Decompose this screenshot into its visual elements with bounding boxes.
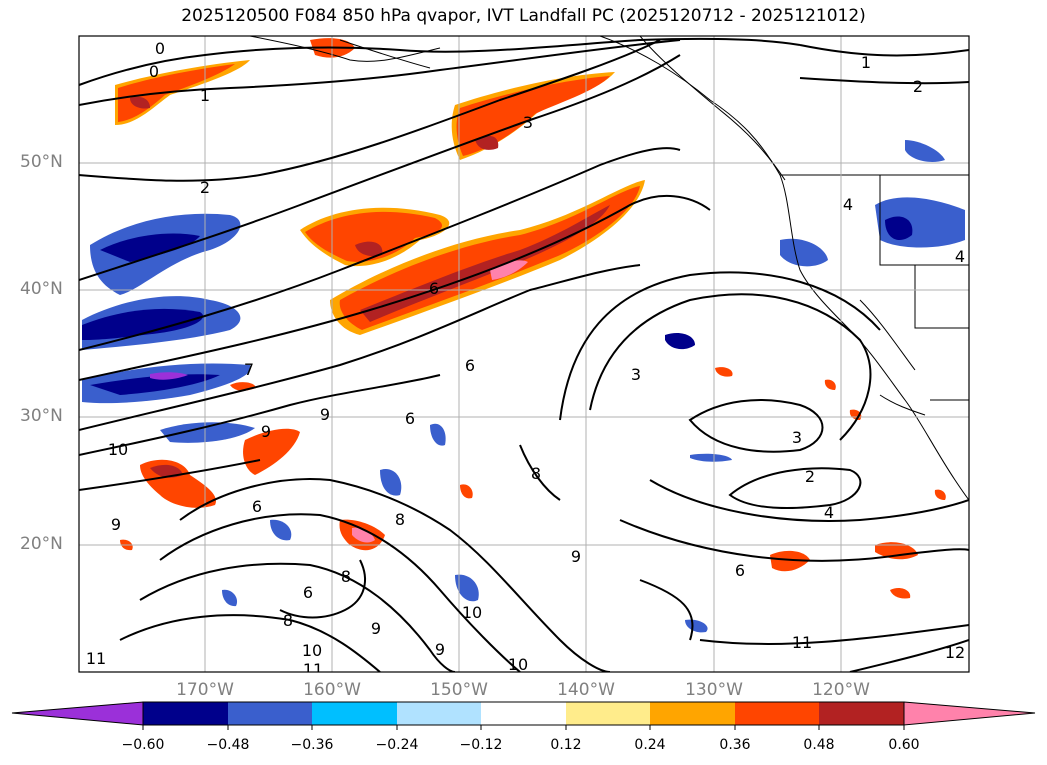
lon-label-160w: 160°W [303,680,361,700]
contour-label: 8 [283,611,293,630]
lat-label-50n: 50°N [20,152,63,172]
lon-label-150w: 150°W [430,680,488,700]
contour-label: 10 [462,603,482,622]
contour-label: 1 [200,86,210,105]
contour-label: 4 [843,195,853,214]
contour-label: 1 [861,53,871,72]
contour-label: 10 [508,655,528,674]
contour-label: 2 [805,467,815,486]
colorbar-extend-left [11,701,144,726]
contour-label: 0 [149,62,159,81]
contour-label: 9 [261,422,271,441]
colorbar-outline [142,701,905,726]
contour-label: 9 [371,619,381,638]
contour-label: 2 [200,178,210,197]
colorbar-segment [735,702,819,725]
contour-label: 8 [531,464,541,483]
colorbar-segment [143,702,228,725]
contour-label: 9 [571,547,581,566]
contour-label: 3 [631,365,641,384]
colorbar-segment [481,702,566,725]
lat-label-40n: 40°N [20,279,63,299]
lon-label-170w: 170°W [176,680,234,700]
contour-label: 6 [405,409,415,428]
contour-label: 8 [395,510,405,529]
contour-label: 10 [108,440,128,459]
colorbar-segment [228,702,312,725]
colorbar-tick-label: 0.12 [550,737,582,753]
contour-label: 6 [735,561,745,580]
colorbar-tick-label: 0.48 [803,737,835,753]
contour-label: 4 [955,247,965,266]
colorbar-segment [650,702,735,725]
contour-label: 0 [155,39,165,58]
contour-label: 2 [913,77,923,96]
colorbar-tick-label: −0.24 [375,737,419,753]
colorbar-tick-label: −0.36 [290,737,334,753]
contour-label: 11 [792,633,812,652]
contour-label: 12 [945,643,965,662]
contour-label: 11 [303,660,323,679]
contour-label: 6 [252,497,262,516]
lat-label-30n: 30°N [20,406,63,426]
contour-labels: 0 0 1 1 2 2 3 3 3 4 4 4 6 6 6 6 6 7 8 8 … [86,39,965,679]
lat-label-20n: 20°N [20,534,63,554]
colorbar-segment [566,702,650,725]
contour-label: 3 [523,113,533,132]
contour-label: 7 [244,360,254,379]
colorbar-tick-label: 0.24 [634,737,666,753]
contour-label: 9 [111,515,121,534]
map-title: 2025120500 F084 850 hPa qvapor, IVT Land… [181,6,866,26]
contour-label: 6 [303,583,313,602]
gridlines [79,36,969,672]
colorbar-segment [819,702,904,725]
contour-label: 6 [465,356,475,375]
lon-label-120w: 120°W [812,680,870,700]
colorbar-segment [397,702,481,725]
colorbar-tick-label: 0.60 [888,737,920,753]
contour-label: 9 [435,640,445,659]
contour-label: 4 [824,503,834,522]
map-frame [78,35,970,673]
lon-label-140w: 140°W [557,680,615,700]
ivt-contours [79,37,969,672]
contour-label: 10 [302,641,322,660]
map-plot-area: 0 0 1 1 2 2 3 3 3 4 4 4 6 6 6 6 6 7 8 8 … [79,36,969,679]
colorbar-tick-label: −0.48 [206,737,250,753]
colorbar [11,701,1036,730]
lon-label-130w: 130°W [685,680,743,700]
contour-label: 3 [792,428,802,447]
contour-label: 6 [429,279,439,298]
positive-anomaly-shading [115,38,946,599]
coastlines [249,36,969,501]
colorbar-tick-label: 0.36 [719,737,751,753]
contour-label: 11 [86,649,106,668]
colorbar-tick-label: −0.60 [121,737,165,753]
colorbar-segment [312,702,397,725]
colorbar-tick-label: −0.12 [459,737,503,753]
negative-anomaly-shading [82,140,965,633]
contour-label: 9 [320,405,330,424]
colorbar-extend-right [903,701,1036,726]
contour-label: 8 [341,567,351,586]
